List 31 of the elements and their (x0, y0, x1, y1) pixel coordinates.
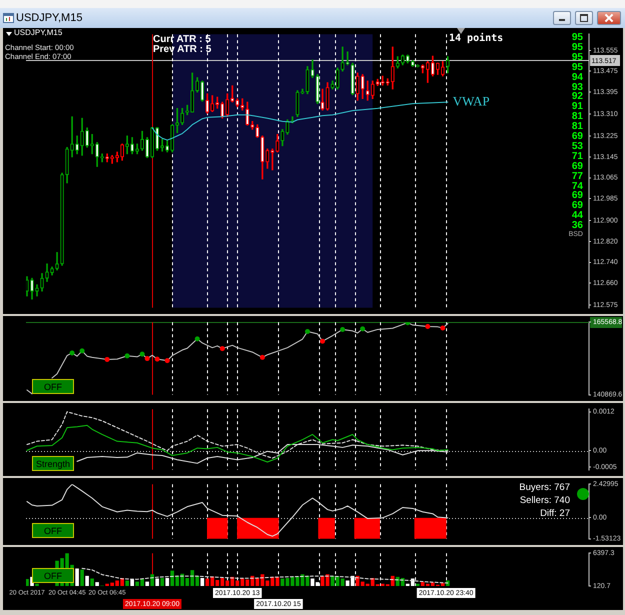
annotation: 71 (572, 150, 583, 162)
annotation: 95 (572, 62, 583, 73)
annotation: Sellers: 740 (520, 495, 570, 506)
annotation: Diff: 27 (540, 508, 570, 519)
annotation: 69 (572, 190, 583, 202)
annotation: 69 (572, 200, 583, 212)
toggle-button: OFF (32, 523, 74, 538)
annotation: 69 (572, 131, 583, 142)
series-label: VWAP (452, 94, 490, 108)
annotation: 74 (572, 180, 583, 192)
chart-title: USDJPY,M15 (14, 28, 62, 37)
annotation: 44 (572, 210, 583, 222)
toggle-button: Strength (32, 456, 74, 471)
annotation: 94 (572, 72, 583, 83)
annotation: 53 (572, 140, 583, 152)
annotation: 93 (572, 82, 583, 92)
annotation: 95 (572, 52, 583, 63)
annotation: 95 (572, 42, 583, 53)
annotation: 69 (572, 160, 583, 172)
annotation: Buyers: 767 (519, 482, 570, 493)
toggle-button: OFF (32, 568, 74, 583)
toggle-button: OFF (32, 379, 74, 394)
chart-title: USDJPY,M15 (16, 12, 82, 24)
annotation: 36 (572, 220, 583, 232)
annotation: 92 (572, 91, 583, 102)
annotation: 14 points (449, 33, 504, 44)
annotation: 81 (572, 111, 583, 122)
annotation: 95 (572, 32, 583, 43)
annotation: 77 (572, 170, 583, 182)
annotation: 91 (572, 101, 583, 112)
annotation: 81 (572, 121, 583, 132)
